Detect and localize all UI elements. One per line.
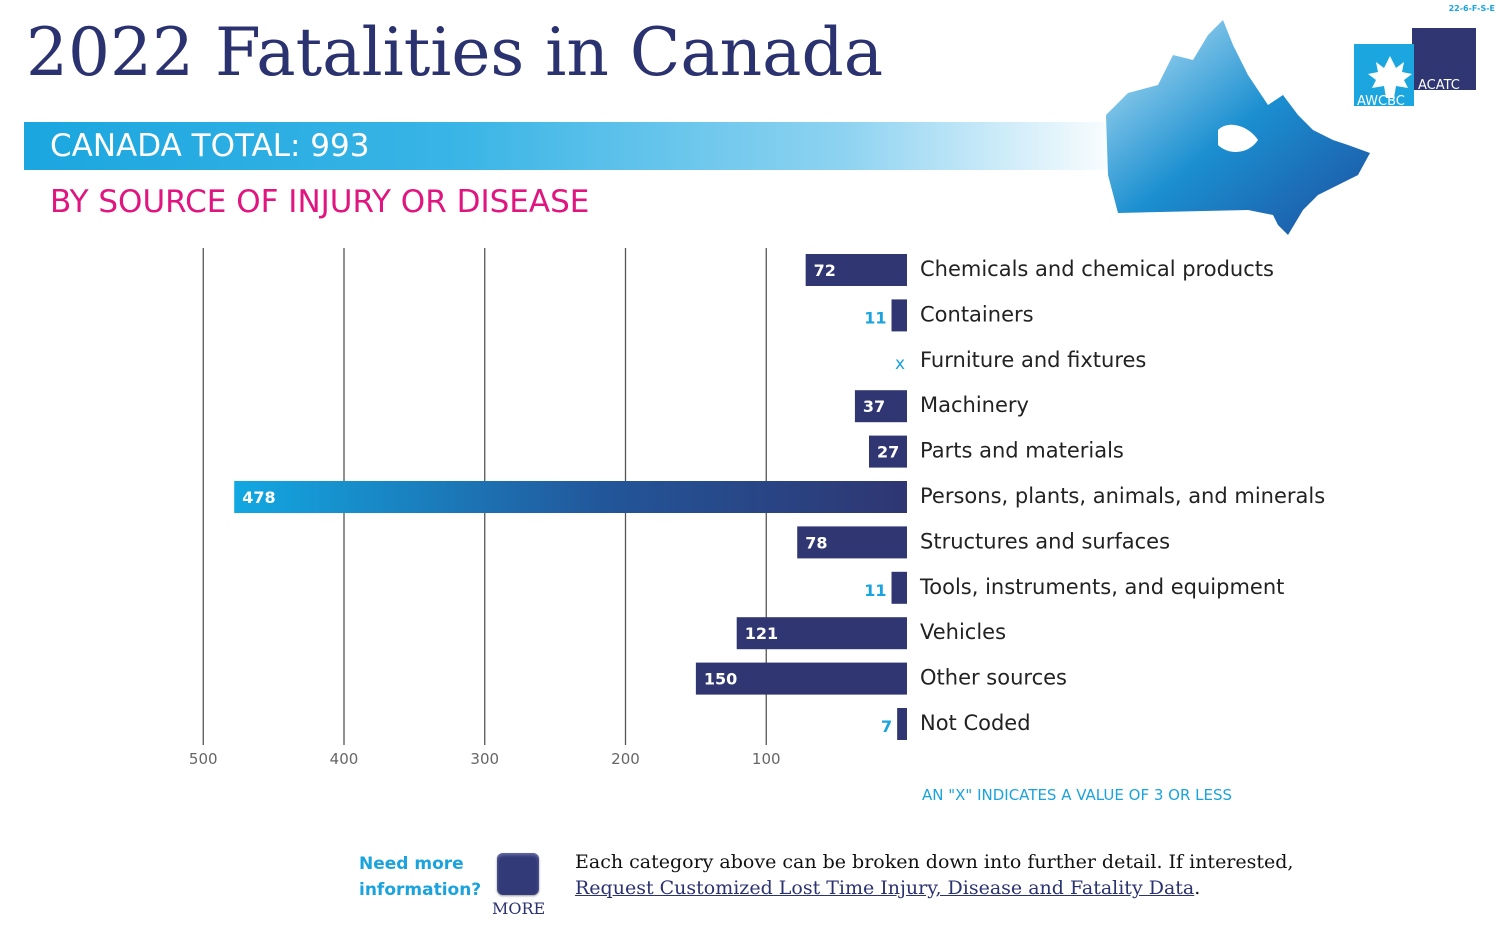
logo-acatc: ACATC: [1418, 78, 1460, 93]
value-label: 27: [877, 443, 899, 462]
category-label: Tools, instruments, and equipment: [919, 575, 1284, 599]
info-line: Each category above can be broken down i…: [575, 851, 1294, 873]
value-label: 72: [814, 261, 836, 280]
bar: [897, 708, 907, 740]
info-text: Each category above can be broken down i…: [575, 851, 1294, 899]
tick-label: 500: [189, 750, 218, 768]
logo-awcbc: AWCBC: [1357, 94, 1405, 108]
category-label: Furniture and fixtures: [920, 348, 1146, 372]
chart-subtitle: BY SOURCE OF INJURY OR DISEASE: [50, 184, 590, 220]
value-label: 478: [242, 488, 275, 507]
document-code: 22-6-F-S-E: [1448, 4, 1495, 13]
value-label: 11: [864, 308, 886, 327]
awcbc-logo: ACATC AWCBC: [1354, 28, 1476, 108]
category-label: Vehicles: [920, 620, 1006, 644]
more-label[interactable]: MORE: [492, 899, 546, 918]
category-label: Chemicals and chemical products: [920, 257, 1274, 281]
category-label: Machinery: [920, 393, 1029, 417]
value-label: 7: [881, 717, 892, 736]
bar: [891, 299, 907, 332]
bar: [805, 254, 907, 286]
bar: [695, 662, 907, 695]
page-title: 2022 Fatalities in Canada: [26, 14, 884, 91]
value-label: 37: [863, 397, 885, 416]
category-label: Containers: [920, 302, 1034, 326]
tick-label: 300: [470, 750, 499, 768]
bar-chart: 500 400 300 200 100 72 Chemicals and chemical …: [189, 248, 1325, 768]
request-data-link[interactable]: Request Customized Lost Time Injury, Dis…: [575, 877, 1195, 899]
bar: [234, 481, 908, 513]
category-label: Parts and materials: [920, 439, 1124, 463]
tick-label: 200: [611, 750, 640, 768]
total-banner: CANADA TOTAL: 993: [24, 122, 1124, 170]
need-more-info: Need more information?: [359, 854, 482, 900]
more-button[interactable]: [497, 853, 539, 895]
category-label: Structures and surfaces: [920, 529, 1170, 553]
category-label: Other sources: [920, 666, 1067, 690]
bar: [891, 571, 907, 604]
bar: [797, 526, 907, 559]
value-label: 150: [704, 670, 737, 689]
chart-note: AN "X" INDICATES A VALUE OF 3 OR LESS: [922, 786, 1233, 804]
tick-label: 100: [752, 750, 781, 768]
bar: [868, 435, 907, 468]
value-label: 121: [745, 624, 778, 643]
category-label: Not Coded: [920, 711, 1031, 735]
tick-label: 400: [330, 750, 359, 768]
canada-map-icon: [1106, 20, 1370, 235]
bar: [736, 617, 907, 650]
bar: [854, 390, 907, 423]
total-text: CANADA TOTAL: 993: [50, 128, 370, 164]
value-label: 78: [805, 533, 827, 552]
value-label: x: [895, 354, 905, 374]
category-label: Persons, plants, animals, and minerals: [920, 484, 1325, 508]
value-label: 11: [864, 581, 886, 600]
